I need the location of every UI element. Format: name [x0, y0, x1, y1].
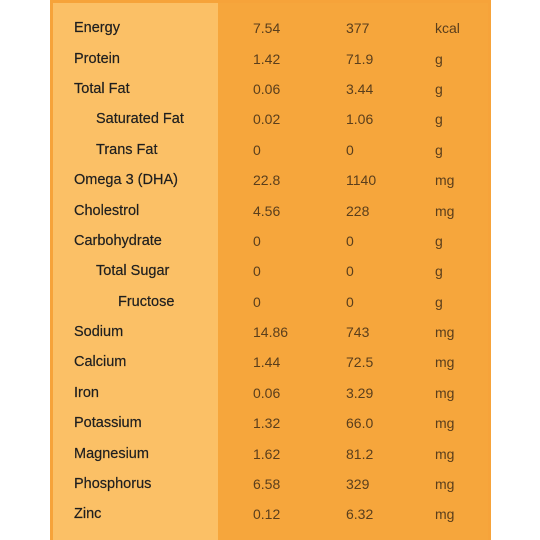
total-value: 3.29: [346, 384, 374, 401]
per-gram-value: 0: [253, 141, 261, 158]
table-row: Total Fat 0.06 3.44 g: [53, 74, 488, 104]
unit-label: g: [435, 141, 443, 158]
table-row: Saturated Fat 0.02 1.06 g: [53, 104, 488, 134]
unit-label: mg: [435, 415, 455, 432]
unit-label: g: [435, 263, 443, 280]
total-value: 66.0: [346, 415, 374, 432]
total-value: 743: [346, 324, 370, 341]
table-row: Cholestrol 4.56 228 mg: [53, 195, 488, 225]
table-row: Protein 1.42 71.9 g: [53, 43, 488, 73]
nutrient-label: Carbohydrate: [74, 232, 162, 249]
nutrition-table: Energy 7.54 377 kcal Protein 1.42 71.9 g…: [50, 0, 491, 540]
table-row: Energy 7.54 377 kcal: [53, 13, 488, 43]
unit-label: g: [435, 80, 443, 97]
table-row: Iron 0.06 3.29 mg: [53, 378, 488, 408]
table-row: Fructose 0 0 g: [53, 287, 488, 317]
per-gram-value: 22.8: [253, 172, 281, 189]
unit-label: mg: [435, 172, 455, 189]
per-gram-value: 14.86: [253, 324, 289, 341]
per-gram-value: 7.54: [253, 20, 281, 37]
unit-label: kcal: [435, 20, 460, 37]
per-gram-value: 1.62: [253, 445, 281, 462]
unit-label: g: [435, 50, 443, 67]
total-value: 228: [346, 202, 370, 219]
unit-label: g: [435, 293, 443, 310]
total-value: 0: [346, 263, 354, 280]
nutrient-label: Fructose: [118, 293, 175, 310]
nutrient-label: Energy: [74, 20, 120, 37]
per-gram-value: 0.12: [253, 506, 281, 523]
nutrient-label: Phosphorus: [74, 476, 152, 493]
unit-label: g: [435, 232, 443, 249]
table-row: Sodium 14.86 743 mg: [53, 317, 488, 347]
per-gram-value: 0: [253, 263, 261, 280]
total-value: 1.06: [346, 111, 374, 128]
unit-label: mg: [435, 354, 455, 371]
table-row: Calcium 1.44 72.5 mg: [53, 347, 488, 377]
nutrient-label: Zinc: [74, 506, 102, 523]
unit-label: mg: [435, 384, 455, 401]
per-gram-value: 0: [253, 232, 261, 249]
total-value: 377: [346, 20, 370, 37]
label-column-background: [53, 3, 218, 540]
per-gram-value: 6.58: [253, 476, 281, 493]
table-row: Zinc 0.12 6.32 mg: [53, 499, 488, 529]
unit-label: mg: [435, 324, 455, 341]
per-gram-value: 1.44: [253, 354, 281, 371]
table-row: Total Sugar 0 0 g: [53, 256, 488, 286]
nutrient-label: Total Fat: [74, 80, 130, 97]
per-gram-value: 4.56: [253, 202, 281, 219]
total-value: 81.2: [346, 445, 374, 462]
per-gram-value: 1.32: [253, 415, 281, 432]
nutrient-label: Iron: [74, 384, 99, 401]
nutrient-label: Total Sugar: [96, 263, 170, 280]
nutrient-label: Calcium: [74, 354, 127, 371]
total-value: 329: [346, 476, 370, 493]
unit-label: mg: [435, 476, 455, 493]
per-gram-value: 0.06: [253, 80, 281, 97]
nutrient-label: Protein: [74, 50, 120, 67]
table-row: Phosphorus 6.58 329 mg: [53, 469, 488, 499]
unit-label: mg: [435, 202, 455, 219]
table-row: Magnesium 1.62 81.2 mg: [53, 438, 488, 468]
nutrient-label: Omega 3 (DHA): [74, 172, 178, 189]
unit-label: mg: [435, 506, 455, 523]
total-value: 0: [346, 141, 354, 158]
total-value: 72.5: [346, 354, 374, 371]
nutrient-label: Sodium: [74, 324, 124, 341]
table-row: Omega 3 (DHA) 22.8 1140 mg: [53, 165, 488, 195]
table-row: Potassium 1.32 66.0 mg: [53, 408, 488, 438]
nutrient-label: Magnesium: [74, 445, 149, 462]
total-value: 0: [346, 232, 354, 249]
table-row: Trans Fat 0 0 g: [53, 135, 488, 165]
total-value: 71.9: [346, 50, 374, 67]
total-value: 1140: [346, 172, 377, 189]
per-gram-value: 0.02: [253, 111, 281, 128]
unit-label: mg: [435, 445, 455, 462]
table-row: Carbohydrate 0 0 g: [53, 226, 488, 256]
nutrient-label: Potassium: [74, 415, 142, 432]
total-value: 0: [346, 293, 354, 310]
per-gram-value: 1.42: [253, 50, 281, 67]
total-value: 6.32: [346, 506, 374, 523]
nutrient-label: Cholestrol: [74, 202, 140, 219]
per-gram-value: 0.06: [253, 384, 281, 401]
unit-label: g: [435, 111, 443, 128]
total-value: 3.44: [346, 80, 374, 97]
nutrition-rows: Energy 7.54 377 kcal Protein 1.42 71.9 g…: [53, 13, 488, 530]
nutrient-label: Saturated Fat: [96, 111, 184, 128]
nutrient-label: Trans Fat: [96, 141, 158, 158]
per-gram-value: 0: [253, 293, 261, 310]
